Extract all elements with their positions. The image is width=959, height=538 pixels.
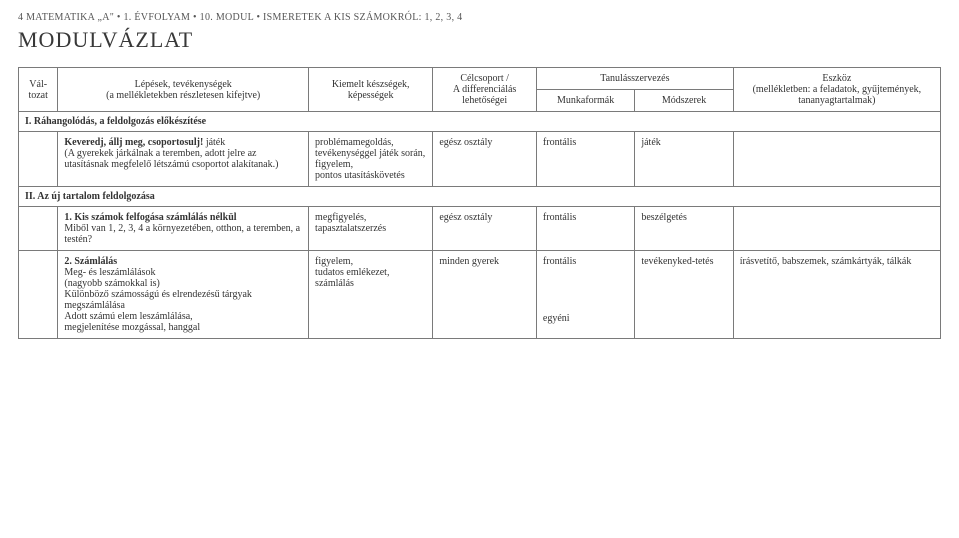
cell-workform: frontális	[536, 207, 634, 251]
cell-skills: problémamegoldás, tevékenységgel játék s…	[309, 132, 433, 187]
workform-b: egyéni	[543, 313, 628, 324]
step-body: Meg- és leszámlálások (nagyobb számokkal…	[64, 267, 252, 333]
cell-workform: frontális	[536, 132, 634, 187]
table-row: Keveredj, állj meg, csoportosulj! játék …	[19, 132, 941, 187]
module-table: Vál-tozat Lépések, tevékenységek (a mell…	[18, 67, 941, 339]
th-target: Célcsoport / A differenciálás lehetősége…	[433, 68, 537, 112]
th-tools: Eszköz (mellékletben: a feladatok, gyűjt…	[733, 68, 940, 112]
cell-method: tevékenyked-tetés	[635, 251, 733, 339]
th-skills: Kiemelt készségek, képességek	[309, 68, 433, 112]
cell-variant	[19, 251, 58, 339]
cell-steps: Keveredj, állj meg, csoportosulj! játék …	[58, 132, 309, 187]
th-methods: Módszerek	[635, 90, 733, 112]
workform-a: frontális	[543, 256, 628, 267]
step-title: 1. Kis számok felfogása számlálás nélkül	[64, 212, 236, 223]
cell-target: minden gyerek	[433, 251, 537, 339]
cell-target: egész osztály	[433, 207, 537, 251]
section-label: I. Ráhangolódás, a feldolgozás előkészít…	[19, 112, 941, 132]
cell-workform: frontális egyéni	[536, 251, 634, 339]
page-title: MODULVÁZLAT	[18, 27, 941, 53]
page-header: 4 MATEMATIKA „A" • 1. ÉVFOLYAM • 10. MOD…	[18, 12, 941, 23]
step-title: 2. Számlálás	[64, 256, 117, 267]
table-head: Vál-tozat Lépések, tevékenységek (a mell…	[19, 68, 941, 112]
th-steps: Lépések, tevékenységek (a mellékletekben…	[58, 68, 309, 112]
cell-steps: 1. Kis számok felfogása számlálás nélkül…	[58, 207, 309, 251]
th-learning: Tanulásszervezés	[536, 68, 733, 90]
cell-variant	[19, 132, 58, 187]
cell-skills: megfigyelés, tapasztalatszerzés	[309, 207, 433, 251]
cell-target: egész osztály	[433, 132, 537, 187]
table-row: 2. Számlálás Meg- és leszámlálások (nagy…	[19, 251, 941, 339]
table-row: 1. Kis számok felfogása számlálás nélkül…	[19, 207, 941, 251]
cell-method: beszélgetés	[635, 207, 733, 251]
th-variant: Vál-tozat	[19, 68, 58, 112]
cell-tool	[733, 132, 940, 187]
cell-steps: 2. Számlálás Meg- és leszámlálások (nagy…	[58, 251, 309, 339]
th-workforms: Munkaformák	[536, 90, 634, 112]
cell-skills: figyelem, tudatos emlékezet, számlálás	[309, 251, 433, 339]
section-row: I. Ráhangolódás, a feldolgozás előkészít…	[19, 112, 941, 132]
page-header-text: 4 MATEMATIKA „A" • 1. ÉVFOLYAM • 10. MOD…	[18, 12, 463, 23]
step-title: Keveredj, állj meg, csoportosulj!	[64, 137, 203, 148]
cell-tool: írásvetítő, babszemek, számkártyák, tálk…	[733, 251, 940, 339]
cell-tool	[733, 207, 940, 251]
section-label: II. Az új tartalom feldolgozása	[19, 187, 941, 207]
cell-variant	[19, 207, 58, 251]
cell-method: játék	[635, 132, 733, 187]
section-row: II. Az új tartalom feldolgozása	[19, 187, 941, 207]
step-body: Miből van 1, 2, 3, 4 a környezetében, ot…	[64, 223, 300, 245]
